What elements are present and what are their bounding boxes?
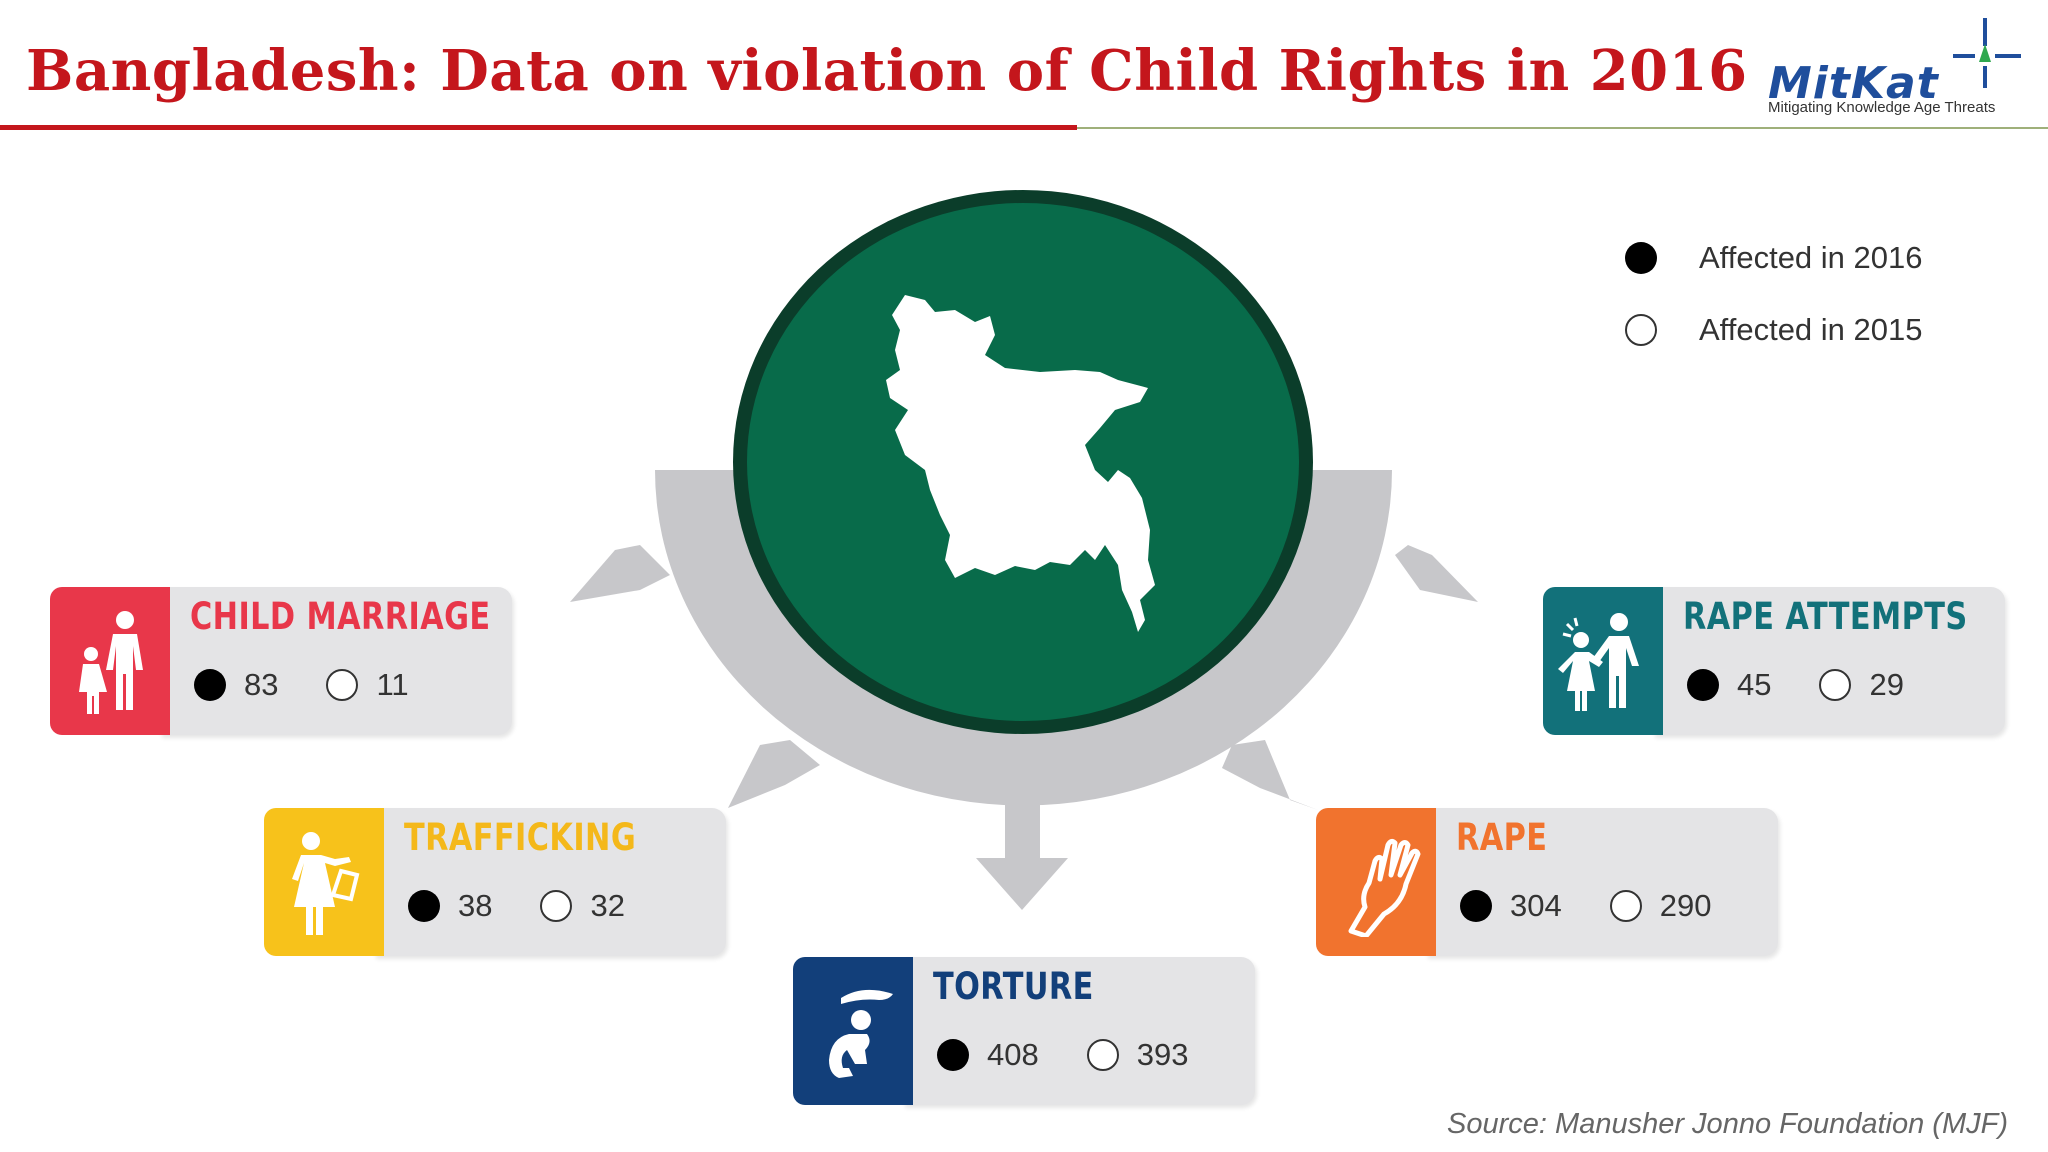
value-2016: 83	[244, 667, 279, 702]
value-2016: 304	[1510, 888, 1562, 923]
card-trafficking: TRAFFICKING 38 32	[264, 808, 726, 956]
filled-dot-icon	[1687, 669, 1719, 701]
legend-item-2015: Affected in 2015	[1625, 294, 1923, 366]
title-underline	[0, 125, 1077, 130]
empty-dot-icon	[1625, 314, 1657, 346]
arrow-lower-right-icon	[1222, 740, 1318, 810]
arrow-down-icon	[976, 800, 1068, 910]
value-2015: 290	[1659, 888, 1712, 923]
legend-item-2016: Affected in 2016	[1625, 222, 1923, 294]
woman-with-bag-icon	[264, 808, 384, 956]
logo-wordmark: MitKat	[1768, 58, 1939, 109]
value-2015: 29	[1869, 667, 1904, 702]
legend: Affected in 2016 Affected in 2015	[1625, 222, 1923, 366]
legend-label-2016: Affected in 2016	[1699, 240, 1923, 275]
empty-dot-icon	[1819, 669, 1852, 701]
card-title: RAPE ATTEMPTS	[1683, 595, 1968, 638]
bangladesh-map-icon	[886, 295, 1155, 632]
empty-dot-icon	[540, 890, 573, 922]
crouching-child-icon	[793, 957, 913, 1105]
card-rape-attempts: RAPE ATTEMPTS 45 29	[1543, 587, 2005, 735]
card-title: TORTURE	[933, 965, 1094, 1008]
empty-dot-icon	[1609, 890, 1642, 922]
value-2016: 408	[987, 1037, 1039, 1072]
card-title: CHILD MARRIAGE	[190, 595, 491, 638]
card-torture: TORTURE 408 393	[793, 957, 1255, 1105]
two-people-icon	[1543, 587, 1663, 735]
value-2015: 393	[1136, 1037, 1189, 1072]
source-note: Source: Manusher Jonno Foundation (MJF)	[1447, 1108, 2008, 1140]
card-child-marriage: CHILD MARRIAGE 83 11	[50, 587, 512, 735]
filled-dot-icon	[1460, 890, 1492, 922]
arrow-lower-left-icon	[728, 740, 820, 808]
header-divider	[1077, 127, 2048, 129]
empty-dot-icon	[326, 669, 359, 701]
crosshair-icon	[1953, 18, 2021, 88]
arrow-left-icon	[570, 545, 670, 602]
filled-dot-icon	[408, 890, 440, 922]
empty-dot-icon	[1086, 1039, 1119, 1071]
logo-tagline: Mitigating Knowledge Age Threats	[1768, 99, 1996, 116]
value-2015: 11	[376, 667, 409, 702]
arrow-right-icon	[1395, 545, 1478, 602]
card-rape: RAPE 304 290	[1316, 808, 1778, 956]
mitkat-logo: MitKat Mitigating Knowledge Age Threats	[1760, 16, 2030, 124]
filled-dot-icon	[937, 1039, 969, 1071]
value-2016: 45	[1737, 667, 1772, 702]
family-icon	[50, 587, 170, 735]
filled-dot-icon	[1625, 242, 1657, 274]
card-title: RAPE	[1456, 816, 1548, 859]
value-2016: 38	[458, 888, 493, 923]
raised-hand-icon	[1316, 808, 1436, 956]
value-2015: 32	[590, 888, 625, 923]
page-title: Bangladesh: Data on violation of Child R…	[26, 38, 1748, 104]
filled-dot-icon	[194, 669, 226, 701]
card-title: TRAFFICKING	[404, 816, 637, 859]
legend-label-2015: Affected in 2015	[1699, 312, 1923, 347]
